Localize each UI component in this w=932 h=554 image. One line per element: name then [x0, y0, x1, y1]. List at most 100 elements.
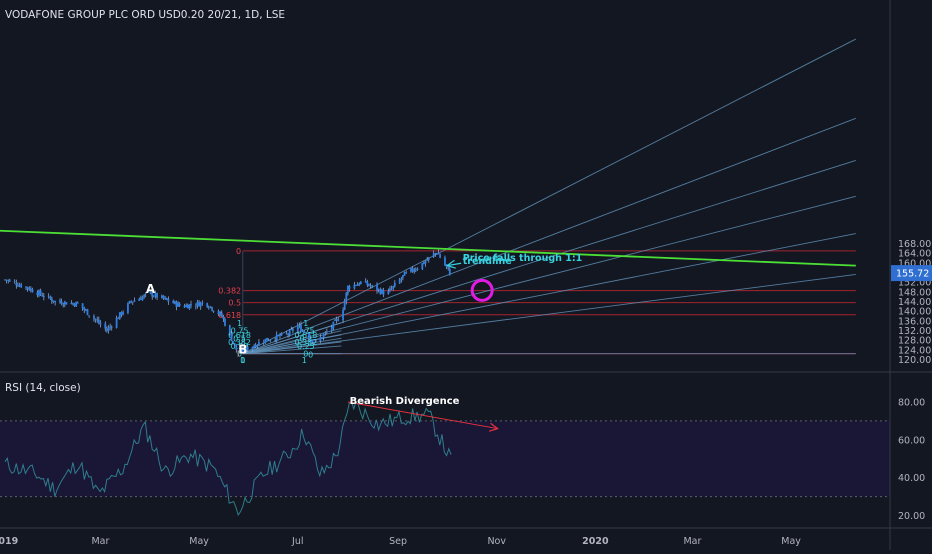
candle-body — [439, 254, 442, 258]
candle-body — [36, 292, 39, 296]
rsi-band — [0, 420, 890, 497]
time-tick-label: Sep — [389, 536, 407, 547]
gann-fan-bottom-label: 1 — [240, 356, 245, 365]
candle-body — [269, 339, 272, 341]
gann-fan-line — [242, 341, 342, 355]
candle-body — [235, 344, 238, 351]
candle-body — [88, 315, 91, 317]
candle-body — [107, 327, 110, 332]
candle-body — [324, 332, 327, 334]
candle-body — [207, 307, 210, 309]
candle-body — [175, 301, 178, 307]
gann-fan-label: 0.382 — [294, 338, 317, 347]
candle-body — [60, 301, 63, 305]
candle-body — [73, 303, 76, 307]
candle-body — [138, 298, 141, 301]
candle-body — [434, 253, 437, 255]
rsi-line — [4, 400, 452, 517]
candle-body — [266, 337, 268, 341]
rsi-pane: Bearish Divergence — [0, 396, 890, 517]
point-label-a: A — [146, 282, 156, 296]
candle-body — [47, 295, 50, 297]
gann-fan-line — [242, 233, 856, 355]
price-tick-label: 136.00 — [898, 316, 931, 327]
candle-body — [358, 283, 361, 285]
candle-body — [290, 329, 293, 330]
candle-body — [109, 326, 112, 328]
candle-body — [423, 262, 425, 264]
price-tick-label: 120.00 — [898, 355, 931, 366]
candle-body — [25, 286, 27, 288]
candle-body — [41, 295, 44, 297]
candle-body — [154, 293, 157, 297]
candle-body — [144, 293, 147, 295]
candle-body — [398, 279, 401, 284]
candle-body — [143, 294, 146, 297]
candle-body — [377, 289, 380, 290]
candle-body — [49, 296, 52, 299]
candle-body — [15, 282, 18, 286]
candle-body — [298, 324, 301, 326]
candle-body — [70, 302, 73, 304]
candle-body — [93, 316, 95, 319]
candle-body — [76, 302, 79, 304]
price-tick-label: 124.00 — [898, 345, 931, 356]
candle-body — [219, 312, 222, 315]
candle-body — [347, 285, 349, 294]
gann-fan-bottom-label: 1 — [302, 356, 307, 365]
candle-body — [390, 288, 393, 290]
gann-fan-label: 0.618 — [294, 331, 317, 340]
candle-body — [337, 319, 340, 322]
candle-body — [376, 284, 378, 291]
candle-body — [414, 269, 417, 271]
candle-body — [345, 292, 348, 302]
gann-fan-line — [242, 273, 856, 355]
candle-body — [330, 327, 333, 331]
candle-body — [241, 348, 244, 352]
gann-fan-line — [242, 345, 342, 355]
candle-body — [411, 268, 414, 272]
trendline — [0, 229, 856, 267]
candle-body — [52, 300, 55, 302]
candle-body — [160, 295, 163, 298]
candle-body — [254, 344, 257, 348]
trendline-layer[interactable] — [0, 229, 856, 267]
price-tick-label: 148.00 — [898, 287, 931, 298]
candle-body — [353, 284, 356, 289]
gann-fan-label: 0.5 — [233, 334, 246, 343]
candle-body — [72, 303, 74, 305]
candle-body — [314, 340, 317, 342]
candle-body — [332, 321, 335, 329]
candle-body — [39, 290, 42, 295]
candle-body — [274, 339, 277, 341]
candle-body — [152, 296, 155, 298]
candle-body — [232, 341, 234, 343]
candle-body — [251, 346, 254, 351]
candle-body — [201, 302, 204, 304]
candle-body — [387, 290, 390, 295]
candle-body — [402, 275, 404, 278]
candle-body — [38, 290, 40, 296]
candle-body — [392, 285, 395, 289]
candle-body — [99, 322, 102, 325]
candle-body — [256, 344, 259, 347]
candle-body — [206, 303, 209, 307]
gann-fan-bottom-label: 0 — [240, 356, 245, 365]
candle-body — [393, 282, 396, 287]
gann-fan-label: 0.25 — [297, 342, 315, 351]
candle-body — [106, 329, 108, 331]
time-tick-label: Mar — [91, 536, 109, 547]
candle-body — [432, 253, 435, 257]
candle-body — [380, 289, 383, 294]
candle-body — [368, 284, 370, 286]
candle-body — [104, 323, 107, 329]
candle-body — [220, 312, 223, 317]
candle-body — [342, 310, 344, 321]
price-tick-label: 164.00 — [898, 249, 931, 260]
gann-fan-label: 1 — [303, 319, 308, 328]
gann-fan-line — [242, 322, 342, 355]
candle-body — [164, 297, 167, 299]
